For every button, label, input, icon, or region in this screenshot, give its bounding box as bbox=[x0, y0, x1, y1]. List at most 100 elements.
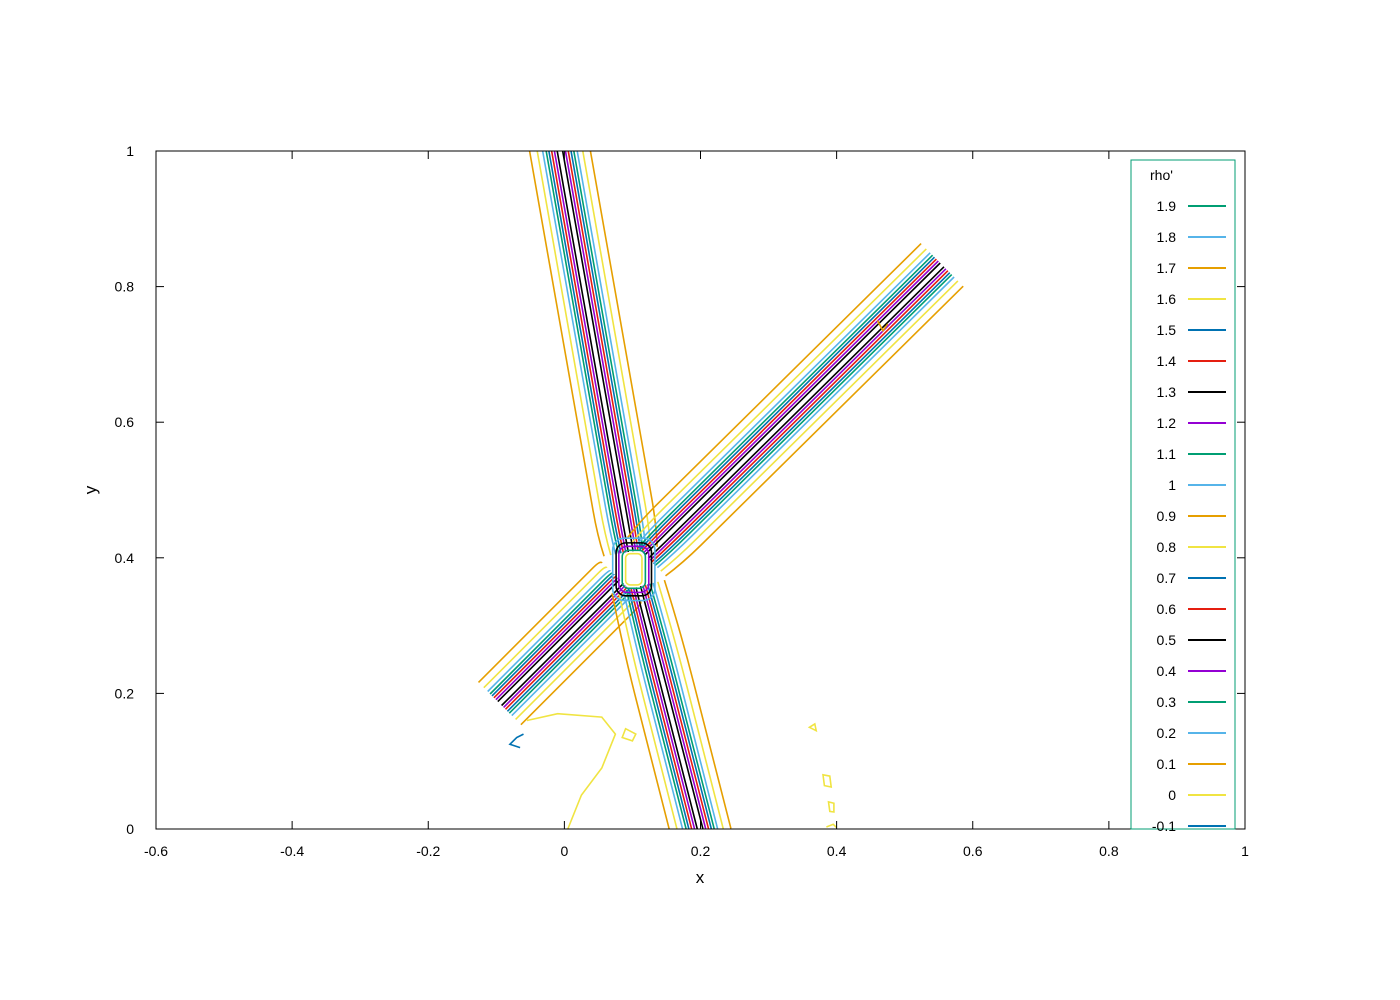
y-tick-label: 0.2 bbox=[115, 685, 135, 701]
contour-line bbox=[627, 243, 922, 538]
contour-line bbox=[491, 574, 615, 697]
y-tick-label: 0.6 bbox=[115, 414, 135, 430]
x-tick-label: 0.4 bbox=[827, 843, 847, 859]
contour-line bbox=[625, 589, 687, 829]
contour-line bbox=[483, 566, 608, 689]
legend-entry-label: 0.7 bbox=[1157, 570, 1177, 586]
y-tick-label: 0.8 bbox=[115, 279, 135, 295]
legend: rho' 1.9 1.8 1.7 1.6 1.5 1.4 1.3 1.2 1.1 1 0.9 0.8 0… bbox=[1130, 159, 1236, 834]
contour-fragment bbox=[822, 773, 833, 789]
contour-lines bbox=[477, 151, 964, 829]
y-tick-label: 0.4 bbox=[115, 550, 135, 566]
contour-line bbox=[628, 589, 690, 829]
contour-loop bbox=[615, 542, 653, 597]
contour-line bbox=[663, 579, 732, 829]
legend-entry-label: 1.6 bbox=[1157, 291, 1177, 307]
x-axis-label: x bbox=[696, 868, 705, 887]
legend-entry-label: 1.4 bbox=[1157, 353, 1177, 369]
contour-line bbox=[656, 276, 955, 569]
legend-entry-label: 0.2 bbox=[1157, 725, 1177, 741]
y-axis-label: y bbox=[81, 485, 100, 494]
contour-line bbox=[652, 582, 719, 829]
legend-entry-label: 1.5 bbox=[1157, 322, 1177, 338]
legend-entry-label: 1.3 bbox=[1157, 384, 1177, 400]
legend-entry-label: 0.9 bbox=[1157, 508, 1177, 524]
contour-line bbox=[644, 584, 710, 829]
contour-fragment bbox=[508, 733, 524, 749]
y-tick-label: 1 bbox=[126, 143, 134, 159]
legend-entry-label: 0.6 bbox=[1157, 601, 1177, 617]
legend-box bbox=[1130, 159, 1236, 830]
legend-entry-label: 1.9 bbox=[1157, 198, 1177, 214]
contour-line bbox=[660, 280, 959, 572]
contour-line bbox=[541, 151, 617, 555]
contour-line bbox=[556, 151, 630, 553]
contour-line bbox=[635, 252, 931, 547]
legend-entry-label: 0.8 bbox=[1157, 539, 1177, 555]
legend-entry-label: 1 bbox=[1168, 477, 1176, 493]
contour-line bbox=[572, 151, 644, 550]
contour-fragment bbox=[876, 320, 889, 333]
contour-line bbox=[477, 561, 603, 683]
contour-line bbox=[642, 585, 707, 829]
contour-line bbox=[553, 151, 627, 553]
contour-line bbox=[581, 151, 652, 549]
contour-line bbox=[631, 248, 927, 543]
legend-entry-label: 1.7 bbox=[1157, 260, 1177, 276]
x-tick-label: 0 bbox=[560, 843, 568, 859]
contour-line bbox=[644, 262, 941, 556]
x-tick-label: -0.2 bbox=[416, 843, 440, 859]
contour-line bbox=[487, 570, 611, 693]
contour-line bbox=[639, 256, 936, 551]
contour-line bbox=[570, 151, 642, 550]
legend-entry-label: 0 bbox=[1168, 787, 1176, 803]
contour-line bbox=[657, 581, 725, 829]
contour-line bbox=[635, 587, 699, 829]
contour-line bbox=[501, 583, 624, 707]
contour-line bbox=[649, 583, 716, 829]
contour-line bbox=[622, 590, 684, 829]
x-tick-label: 1 bbox=[1241, 843, 1249, 859]
contour-line bbox=[647, 266, 945, 559]
legend-entry-label: 0.1 bbox=[1157, 756, 1177, 772]
contour-line bbox=[651, 270, 949, 563]
contour-line bbox=[506, 588, 630, 712]
contour-line bbox=[654, 274, 953, 567]
contour-line bbox=[520, 600, 642, 726]
x-tick-label: 0.2 bbox=[691, 843, 711, 859]
contour-line bbox=[639, 585, 704, 829]
x-tick-label: 0.8 bbox=[1099, 843, 1119, 859]
legend-entry-label: 0.3 bbox=[1157, 694, 1177, 710]
contour-loop bbox=[618, 545, 650, 594]
contour-line bbox=[503, 584, 626, 708]
y-tick-label: 0 bbox=[126, 821, 134, 837]
contour-loop bbox=[621, 549, 647, 590]
contour-line bbox=[637, 254, 934, 549]
contour-line bbox=[495, 577, 619, 701]
legend-title: rho' bbox=[1150, 167, 1173, 183]
contour-fragment bbox=[621, 727, 637, 742]
contour-line bbox=[611, 593, 671, 829]
contour-fragment bbox=[826, 823, 838, 829]
contour-line bbox=[536, 151, 612, 556]
legend-entry-label: 1.1 bbox=[1157, 446, 1177, 462]
legend-entry-label: 1.2 bbox=[1157, 415, 1177, 431]
contour-line bbox=[649, 268, 947, 561]
contour-line bbox=[652, 272, 951, 565]
contour-fragment bbox=[526, 712, 617, 829]
x-tick-label: -0.4 bbox=[280, 843, 304, 859]
y-axis-ticks: 0 0.2 0.4 0.6 0.8 1 bbox=[115, 143, 1245, 837]
plot-frame bbox=[155, 150, 1246, 830]
legend-entry-label: 0.5 bbox=[1157, 632, 1177, 648]
contour-fragment bbox=[827, 800, 835, 813]
contour-line bbox=[617, 591, 678, 829]
contour-line bbox=[545, 151, 620, 554]
contour-loop bbox=[611, 537, 656, 602]
legend-entry-label: 1.8 bbox=[1157, 229, 1177, 245]
x-axis-ticks: -0.6 -0.4 -0.2 0 0.2 0.4 0.6 0.8 1 bbox=[144, 151, 1249, 859]
contour-line bbox=[497, 579, 621, 703]
legend-entry-label: -0.1 bbox=[1152, 818, 1176, 834]
contour-line bbox=[642, 260, 939, 554]
x-tick-label: 0.6 bbox=[963, 843, 983, 859]
